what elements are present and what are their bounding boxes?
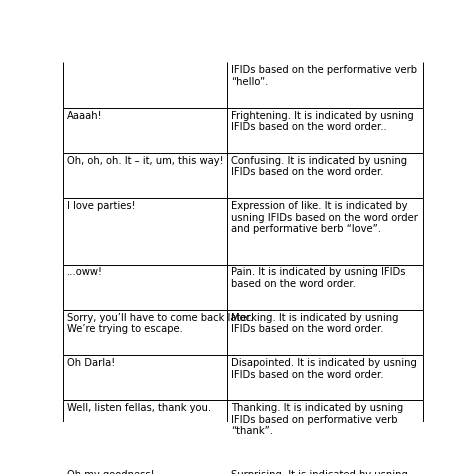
Text: Oh my goodness!: Oh my goodness!: [67, 470, 155, 474]
Text: Surprising. It is indicated by usning
IFIDs based on the word order.: Surprising. It is indicated by usning IF…: [231, 470, 408, 474]
Text: Sorry, you’ll have to come back later.
We’re trying to escape.: Sorry, you’ll have to come back later. W…: [67, 313, 253, 334]
Text: Confusing. It is indicated by usning
IFIDs based on the word order.: Confusing. It is indicated by usning IFI…: [231, 156, 407, 177]
Text: IFIDs based on the performative verb
“hello”.: IFIDs based on the performative verb “he…: [231, 65, 417, 87]
Text: ...oww!: ...oww!: [67, 267, 103, 277]
Text: Pain. It is indicated by usning IFIDs
based on the word order.: Pain. It is indicated by usning IFIDs ba…: [231, 267, 406, 289]
Text: Thanking. It is indicated by usning
IFIDs based on performative verb
“thank”.: Thanking. It is indicated by usning IFID…: [231, 403, 403, 437]
Text: I love parties!: I love parties!: [67, 201, 136, 211]
Text: Mocking. It is indicated by usning
IFIDs based on the word order.: Mocking. It is indicated by usning IFIDs…: [231, 313, 399, 334]
Text: Expression of like. It is indicated by
usning IFIDs based on the word order
and : Expression of like. It is indicated by u…: [231, 201, 418, 234]
Text: Oh Darla!: Oh Darla!: [67, 358, 116, 368]
Text: Aaaah!: Aaaah!: [67, 110, 103, 120]
Text: Well, listen fellas, thank you.: Well, listen fellas, thank you.: [67, 403, 211, 413]
Text: Oh, oh, oh. It – it, um, this way!: Oh, oh, oh. It – it, um, this way!: [67, 156, 224, 166]
Text: Frightening. It is indicated by usning
IFIDs based on the word order..: Frightening. It is indicated by usning I…: [231, 110, 414, 132]
Text: Disapointed. It is indicated by usning
IFIDs based on the word order.: Disapointed. It is indicated by usning I…: [231, 358, 417, 380]
